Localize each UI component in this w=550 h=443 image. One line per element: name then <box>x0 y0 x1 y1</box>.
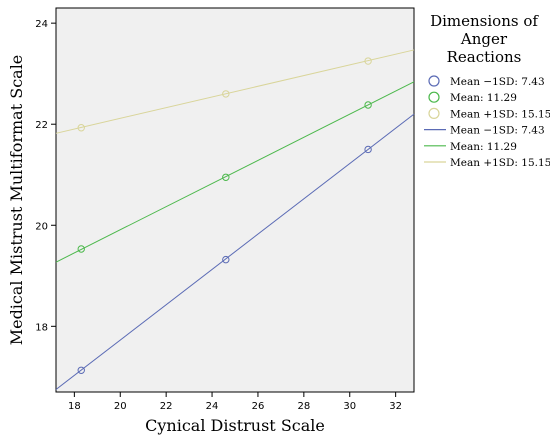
marker-3-2 <box>222 90 230 98</box>
marker-1-2 <box>222 255 230 264</box>
marker-2-2 <box>222 173 230 181</box>
data-markers <box>77 57 372 374</box>
legend-label-6: Mean +1SD: 15.15 <box>450 157 550 169</box>
x-tick-label-24: 24 <box>206 401 219 412</box>
legend-title-line-3: Reactions <box>447 48 522 66</box>
fit-line-3 <box>55 49 415 134</box>
x-axis-title: Cynical Distrust Scale <box>145 416 325 435</box>
y-tick-label-22: 22 <box>35 120 48 131</box>
x-tick-label-20: 20 <box>114 401 127 412</box>
marker-2-1 <box>77 245 85 253</box>
marker-1-1 <box>77 366 85 374</box>
legend-label-2: Mean: 11.29 <box>450 92 517 104</box>
x-axis: 18 20 22 24 26 28 30 32 <box>68 392 402 412</box>
fit-line-2 <box>55 81 415 263</box>
y-axis: 18 20 22 24 <box>35 19 56 333</box>
y-tick-label-24: 24 <box>35 19 48 30</box>
x-tick-label-32: 32 <box>389 401 402 412</box>
legend-label-5: Mean: 11.29 <box>450 141 517 153</box>
y-tick-label-18: 18 <box>35 322 48 333</box>
marker-1-3 <box>364 145 372 154</box>
legend-marker-3 <box>428 107 440 120</box>
legend-label-4: Mean −1SD: 7.43 <box>450 125 545 137</box>
legend-title-line-1: Dimensions of <box>430 12 539 30</box>
legend-marker-1 <box>428 75 440 87</box>
y-tick-label-20: 20 <box>35 221 48 232</box>
x-tick-label-26: 26 <box>252 401 265 412</box>
marker-2-3 <box>364 101 372 109</box>
fit-lines <box>55 49 415 390</box>
y-axis-title: Medical Mistrust Multiformat Scale <box>7 55 26 346</box>
legend-title-line-2: Anger <box>460 30 508 48</box>
legend: Dimensions of Anger Reactions Mean −1SD:… <box>424 12 550 169</box>
legend-label-3: Mean +1SD: 15.15 <box>450 108 550 120</box>
x-tick-label-22: 22 <box>160 401 173 412</box>
marker-3-1 <box>77 124 85 132</box>
x-tick-label-18: 18 <box>68 401 81 412</box>
legend-marker-2 <box>428 91 440 103</box>
marker-3-3 <box>364 57 372 65</box>
fit-line-1 <box>55 113 415 390</box>
legend-label-1: Mean −1SD: 7.43 <box>450 76 545 88</box>
x-tick-label-28: 28 <box>297 401 310 412</box>
plot-area <box>55 7 415 393</box>
x-tick-label-30: 30 <box>343 401 356 412</box>
